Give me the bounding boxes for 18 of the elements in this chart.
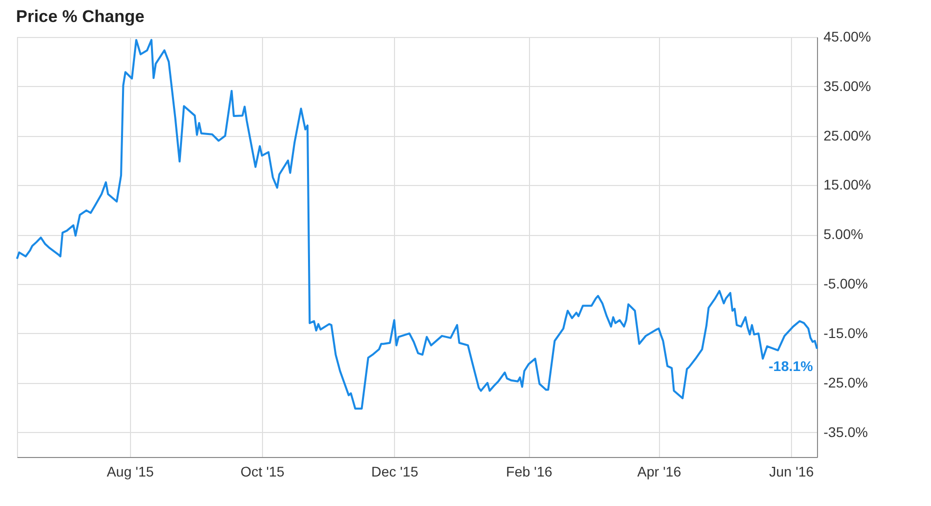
y-tick-label: -15.0%: [824, 324, 868, 341]
line-series: [16, 38, 818, 410]
y-tick-label: -5.00%: [824, 276, 868, 292]
y-tick-label: 5.00%: [824, 226, 864, 242]
y-tick-label: -35.0%: [824, 424, 868, 440]
chart-title: Price % Change: [16, 7, 144, 26]
y-tick-label: 35.00%: [824, 78, 871, 94]
y-tick-label: 45.00%: [824, 28, 871, 44]
y-tick-label: 15.00%: [824, 176, 871, 193]
annotation: -18.1%: [768, 358, 814, 374]
x-tick-label: Dec '15: [371, 464, 418, 480]
x-tick-label: Aug '15: [106, 464, 154, 480]
x-tick-label: Apr '16: [637, 464, 682, 480]
y-tick-label: -25.0%: [824, 374, 868, 390]
x-tick-label: Feb '16: [506, 464, 552, 480]
x-tick-label: Oct '15: [240, 464, 285, 480]
y-tick-label: 25.00%: [824, 127, 871, 144]
x-tick-label: Jun '16: [769, 464, 814, 480]
